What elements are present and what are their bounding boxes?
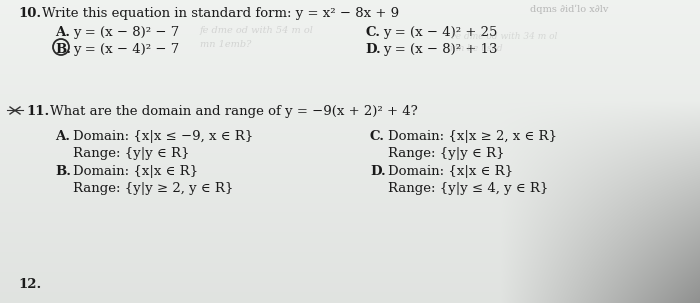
Text: 10.: 10. — [18, 7, 41, 20]
Text: y = (x − 8)² + 13: y = (x − 8)² + 13 — [383, 43, 498, 56]
Text: mn be used: mn be used — [450, 44, 503, 53]
Text: B.: B. — [55, 165, 71, 178]
Text: Range: {y|y ∈ R}: Range: {y|y ∈ R} — [388, 147, 505, 160]
Text: Fe dme od with 34 m ol: Fe dme od with 34 m ol — [450, 32, 557, 41]
Text: fe dme od with 54 m ol: fe dme od with 54 m ol — [200, 26, 314, 35]
Text: mn 1emb?: mn 1emb? — [200, 40, 251, 49]
Text: Domain: {x|x ∈ R}: Domain: {x|x ∈ R} — [388, 165, 513, 178]
Text: Range: {y|y ≥ 2, y ∈ R}: Range: {y|y ≥ 2, y ∈ R} — [73, 182, 233, 195]
Text: B.: B. — [55, 43, 71, 56]
Text: A.: A. — [55, 26, 70, 39]
Text: Domain: {x|x ≥ 2, x ∈ R}: Domain: {x|x ≥ 2, x ∈ R} — [388, 130, 557, 143]
Text: Domain: {x|x ≤ −9, x ∈ R}: Domain: {x|x ≤ −9, x ∈ R} — [73, 130, 253, 143]
Text: Domain: {x|x ∈ R}: Domain: {x|x ∈ R} — [73, 165, 198, 178]
Text: C.: C. — [370, 130, 385, 143]
Text: C.: C. — [365, 26, 380, 39]
Text: 12.: 12. — [18, 278, 41, 291]
Text: D.: D. — [365, 43, 381, 56]
Text: y = (x − 4)² + 25: y = (x − 4)² + 25 — [383, 26, 498, 39]
Text: What are the domain and range of y = −9(x + 2)² + 4?: What are the domain and range of y = −9(… — [50, 105, 418, 118]
Text: Range: {y|y ∈ R}: Range: {y|y ∈ R} — [73, 147, 190, 160]
Text: A.: A. — [55, 130, 70, 143]
Text: Write this equation in standard form: y = x² − 8x + 9: Write this equation in standard form: y … — [42, 7, 399, 20]
Text: y = (x − 8)² − 7: y = (x − 8)² − 7 — [73, 26, 179, 39]
Text: 11.: 11. — [26, 105, 49, 118]
Text: y = (x − 4)² − 7: y = (x − 4)² − 7 — [73, 43, 179, 56]
Text: D.: D. — [370, 165, 386, 178]
Text: Range: {y|y ≤ 4, y ∈ R}: Range: {y|y ≤ 4, y ∈ R} — [388, 182, 548, 195]
Text: dqms ∂idʹlo x∂lv: dqms ∂idʹlo x∂lv — [530, 5, 608, 14]
